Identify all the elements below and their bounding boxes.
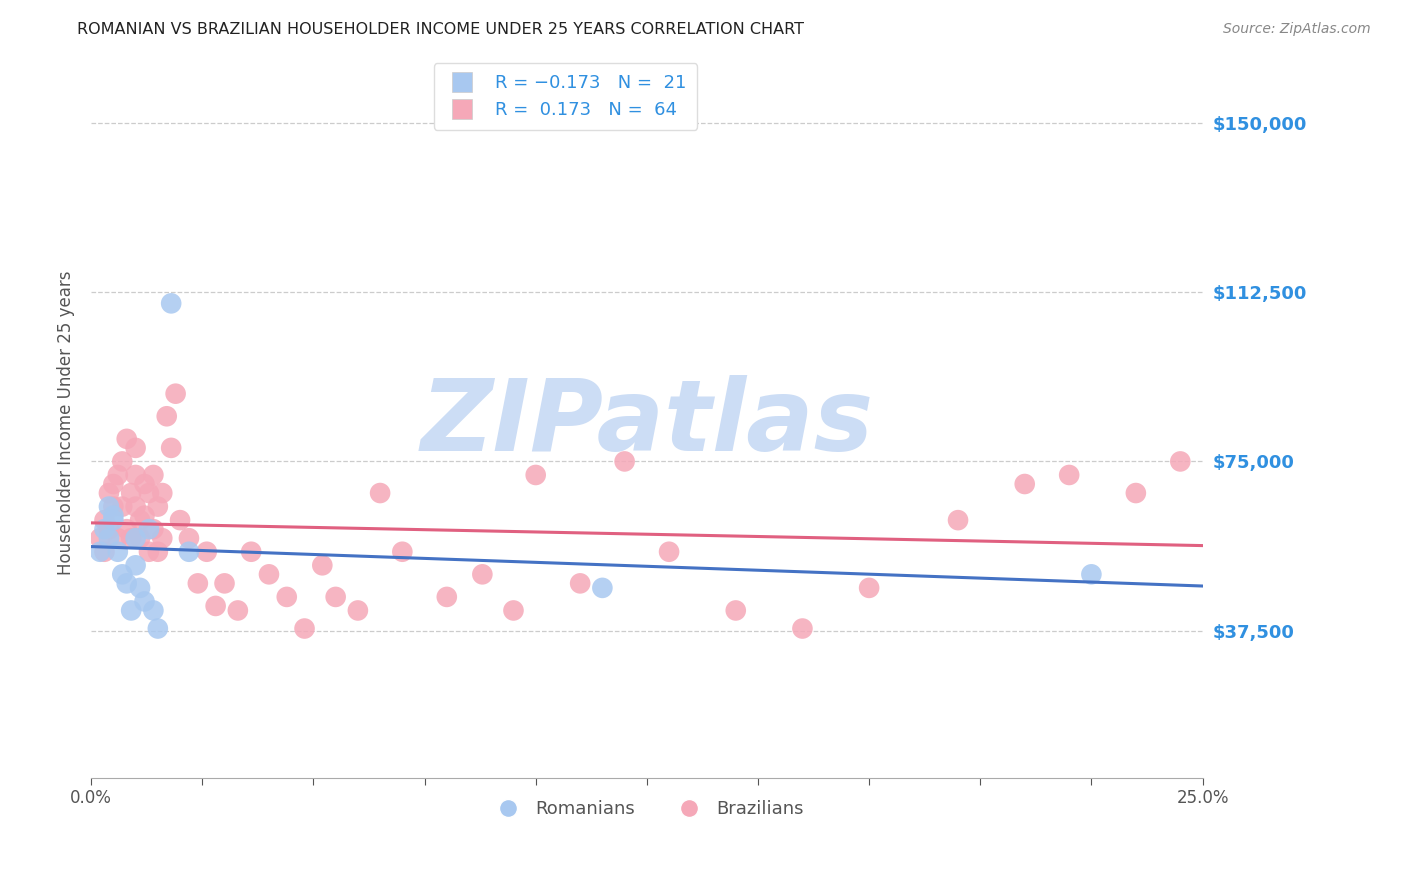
Point bbox=[103, 513, 125, 527]
Point bbox=[276, 590, 298, 604]
Text: ZIPatlas: ZIPatlas bbox=[420, 375, 873, 472]
Point bbox=[165, 386, 187, 401]
Point bbox=[124, 500, 146, 514]
Point bbox=[142, 522, 165, 536]
Point bbox=[187, 576, 209, 591]
Point bbox=[111, 454, 134, 468]
Point bbox=[93, 522, 115, 536]
Point bbox=[138, 522, 160, 536]
Point bbox=[129, 581, 152, 595]
Point bbox=[169, 513, 191, 527]
Point bbox=[1014, 477, 1036, 491]
Point bbox=[107, 467, 129, 482]
Point bbox=[214, 576, 236, 591]
Point bbox=[1057, 467, 1080, 482]
Point bbox=[124, 467, 146, 482]
Point bbox=[97, 486, 120, 500]
Point bbox=[129, 531, 152, 545]
Point bbox=[858, 581, 880, 595]
Point bbox=[160, 296, 183, 310]
Point bbox=[115, 522, 138, 536]
Point bbox=[150, 486, 173, 500]
Point bbox=[142, 603, 165, 617]
Point bbox=[502, 603, 524, 617]
Point bbox=[471, 567, 494, 582]
Point bbox=[391, 545, 413, 559]
Point bbox=[347, 603, 370, 617]
Point bbox=[107, 531, 129, 545]
Point bbox=[120, 486, 142, 500]
Point bbox=[724, 603, 747, 617]
Point bbox=[569, 576, 592, 591]
Point bbox=[115, 576, 138, 591]
Point bbox=[240, 545, 263, 559]
Point bbox=[93, 545, 115, 559]
Point bbox=[89, 545, 111, 559]
Y-axis label: Householder Income Under 25 years: Householder Income Under 25 years bbox=[58, 271, 75, 575]
Point bbox=[591, 581, 613, 595]
Point bbox=[120, 603, 142, 617]
Point bbox=[156, 409, 179, 424]
Point bbox=[124, 558, 146, 573]
Point bbox=[134, 508, 156, 523]
Point bbox=[226, 603, 249, 617]
Point bbox=[658, 545, 681, 559]
Point bbox=[195, 545, 218, 559]
Point bbox=[89, 531, 111, 545]
Point bbox=[134, 594, 156, 608]
Point bbox=[93, 513, 115, 527]
Point bbox=[257, 567, 280, 582]
Point bbox=[97, 500, 120, 514]
Point bbox=[129, 513, 152, 527]
Point bbox=[120, 531, 142, 545]
Point bbox=[613, 454, 636, 468]
Point bbox=[103, 477, 125, 491]
Point bbox=[294, 622, 316, 636]
Point bbox=[146, 622, 169, 636]
Point bbox=[97, 531, 120, 545]
Legend: Romanians, Brazilians: Romanians, Brazilians bbox=[482, 793, 811, 825]
Point bbox=[146, 545, 169, 559]
Point bbox=[138, 545, 160, 559]
Point bbox=[325, 590, 347, 604]
Point bbox=[1168, 454, 1191, 468]
Point bbox=[115, 432, 138, 446]
Point bbox=[103, 500, 125, 514]
Point bbox=[103, 508, 125, 523]
Text: Source: ZipAtlas.com: Source: ZipAtlas.com bbox=[1223, 22, 1371, 37]
Point bbox=[177, 545, 200, 559]
Point bbox=[138, 486, 160, 500]
Point bbox=[160, 441, 183, 455]
Point bbox=[436, 590, 458, 604]
Point bbox=[124, 531, 146, 545]
Point bbox=[1080, 567, 1102, 582]
Point bbox=[97, 522, 120, 536]
Point bbox=[142, 467, 165, 482]
Point bbox=[111, 567, 134, 582]
Text: ROMANIAN VS BRAZILIAN HOUSEHOLDER INCOME UNDER 25 YEARS CORRELATION CHART: ROMANIAN VS BRAZILIAN HOUSEHOLDER INCOME… bbox=[77, 22, 804, 37]
Point bbox=[524, 467, 547, 482]
Point bbox=[146, 500, 169, 514]
Point bbox=[150, 531, 173, 545]
Point bbox=[204, 599, 226, 613]
Point bbox=[1125, 486, 1147, 500]
Point bbox=[368, 486, 391, 500]
Point bbox=[177, 531, 200, 545]
Point bbox=[111, 500, 134, 514]
Point bbox=[134, 477, 156, 491]
Point bbox=[311, 558, 333, 573]
Point bbox=[946, 513, 969, 527]
Point bbox=[107, 545, 129, 559]
Point bbox=[792, 622, 814, 636]
Point bbox=[124, 441, 146, 455]
